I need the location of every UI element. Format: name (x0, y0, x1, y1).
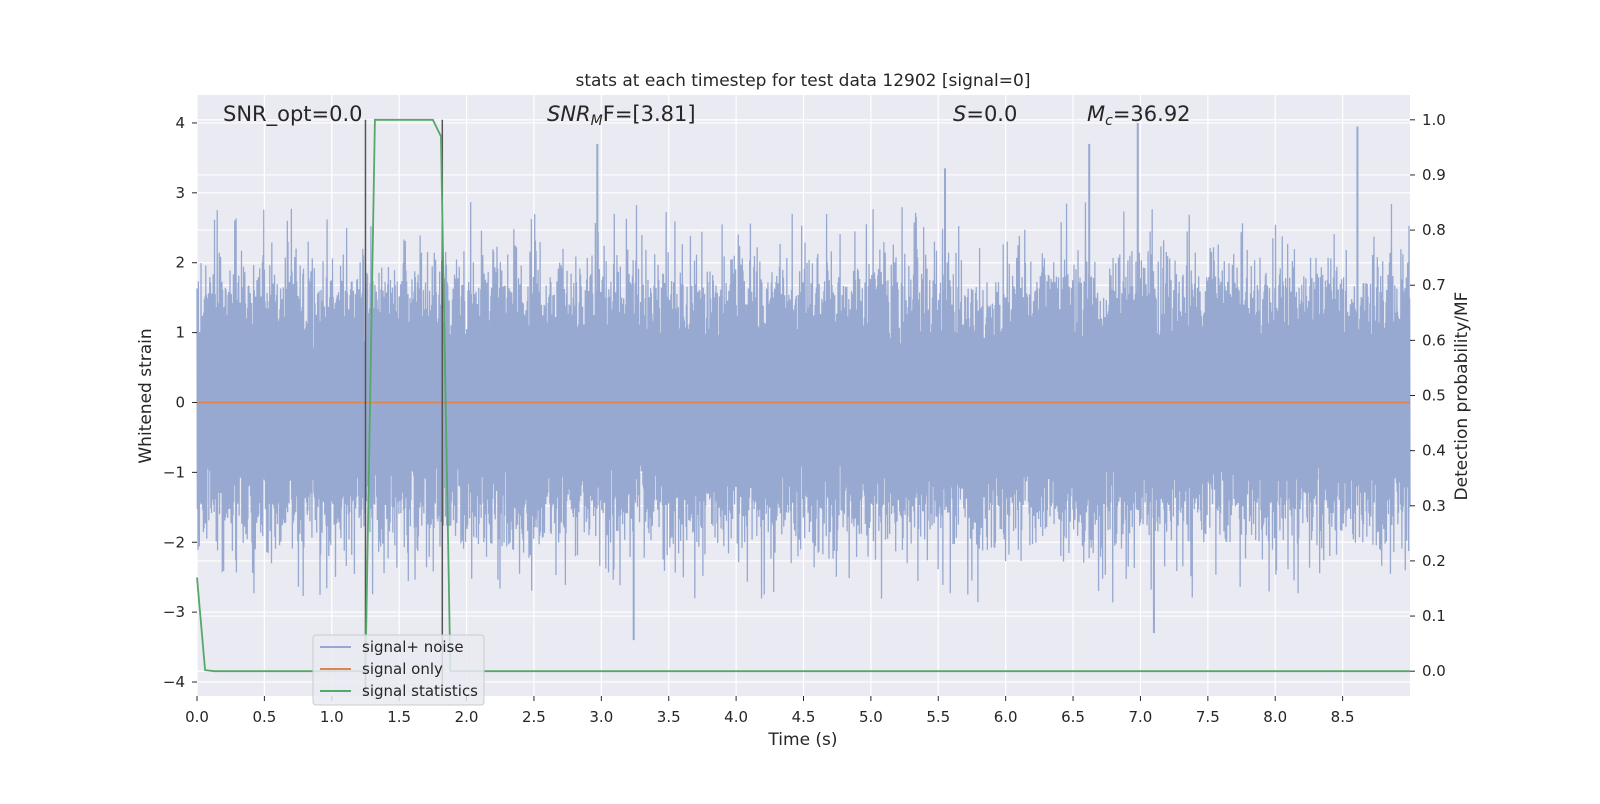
x-tick-label-13: 6.5 (1061, 708, 1085, 726)
legend-label-signal-only: signal only (362, 660, 443, 678)
x-tick-label-2: 1.0 (320, 708, 344, 726)
y-right-tick-label-7: 0.3 (1422, 497, 1446, 515)
y-left-tick-label-1: 3 (175, 184, 185, 202)
annotation-s-tail: =0.0 (966, 102, 1017, 126)
x-tick-label-17: 8.5 (1331, 708, 1355, 726)
y-left-tick-label-7: −3 (163, 603, 185, 621)
y-right-tick-label-0: 1.0 (1422, 111, 1446, 129)
y-left-tick-label-5: −1 (163, 463, 185, 481)
annotation-snr-mf: SNRMF=[3.81] (547, 102, 696, 129)
y-right-ticks: 1.0 0.9 0.8 0.7 0.6 0.5 0.4 0.3 0.2 0.1 0.0 (1410, 111, 1446, 680)
x-tick-label-1: 0.5 (252, 708, 276, 726)
y-left-tick-label-3: 1 (175, 324, 185, 342)
x-tick-label-7: 3.5 (657, 708, 681, 726)
x-tick-label-16: 8.0 (1263, 708, 1287, 726)
x-tick-label-10: 5.0 (859, 708, 883, 726)
annotation-s-main: S (953, 102, 966, 126)
y-left-tick-label-2: 2 (175, 254, 185, 272)
annotation-mc-main: M (1087, 102, 1105, 126)
y-right-tick-label-2: 0.8 (1422, 221, 1446, 239)
annotation-snr-mf-main: SNR (547, 102, 591, 126)
x-tick-label-15: 7.5 (1196, 708, 1220, 726)
x-tick-label-4: 2.0 (455, 708, 479, 726)
x-axis-label: Time (s) (767, 730, 837, 750)
annotation-s: S=0.0 (953, 102, 1017, 126)
y-left-tick-label-4: 0 (175, 393, 185, 411)
annotation-mc: Mc=36.92 (1087, 102, 1191, 129)
y-axis-label-left: Whitened strain (136, 328, 156, 463)
x-tick-label-14: 7.0 (1129, 708, 1153, 726)
legend-box (312, 634, 485, 706)
x-tick-label-9: 4.5 (792, 708, 816, 726)
annotation-mc-tail: =36.92 (1113, 102, 1191, 126)
x-tick-label-11: 5.5 (926, 708, 950, 726)
annotation-snr-opt: SNR_opt=0.0 (223, 102, 363, 127)
y-right-tick-label-9: 0.1 (1422, 607, 1446, 625)
annotation-snr-mf-tail: F=[3.81] (603, 102, 696, 126)
y-axis-label-right: Detection probability/MF (1452, 292, 1472, 501)
y-right-tick-label-3: 0.7 (1422, 276, 1446, 294)
x-tick-label-5: 2.5 (522, 708, 546, 726)
noise-trace (196, 201, 1411, 603)
legend-label-signal-statistics: signal statistics (362, 682, 478, 700)
y-right-tick-label-10: 0.0 (1422, 662, 1446, 680)
x-tick-label-12: 6.0 (994, 708, 1018, 726)
y-right-tick-label-4: 0.6 (1422, 331, 1446, 349)
y-left-tick-label-6: −2 (163, 533, 185, 551)
chart-title: stats at each timestep for test data 129… (576, 71, 1031, 91)
y-left-ticks: 4 3 2 1 0 −1 −2 −3 −4 (163, 114, 197, 691)
y-left-tick-label-8: −4 (163, 673, 185, 691)
legend: signal+ noise signal only signal statist… (312, 634, 485, 706)
annotation-mc-sub: c (1105, 113, 1113, 129)
x-tick-label-6: 3.0 (589, 708, 613, 726)
x-tick-label-8: 4.0 (724, 708, 748, 726)
y-right-tick-label-6: 0.4 (1422, 442, 1446, 460)
y-left-tick-label-0: 4 (175, 114, 185, 132)
x-tick-label-0: 0.0 (185, 708, 209, 726)
series-signal-plus-noise (196, 122, 1411, 641)
y-right-tick-label-1: 0.9 (1422, 166, 1446, 184)
legend-label-signal-plus-noise: signal+ noise (362, 638, 464, 656)
x-ticks: 0.0 0.5 1.0 1.5 2.0 2.5 3.0 3.5 4.0 4.5 5.0 5.5 6.0 6… (185, 696, 1355, 726)
annotation-snr-mf-sub: M (591, 113, 603, 129)
x-tick-label-3: 1.5 (387, 708, 411, 726)
y-right-tick-label-8: 0.2 (1422, 552, 1446, 570)
y-right-tick-label-5: 0.5 (1422, 387, 1446, 405)
